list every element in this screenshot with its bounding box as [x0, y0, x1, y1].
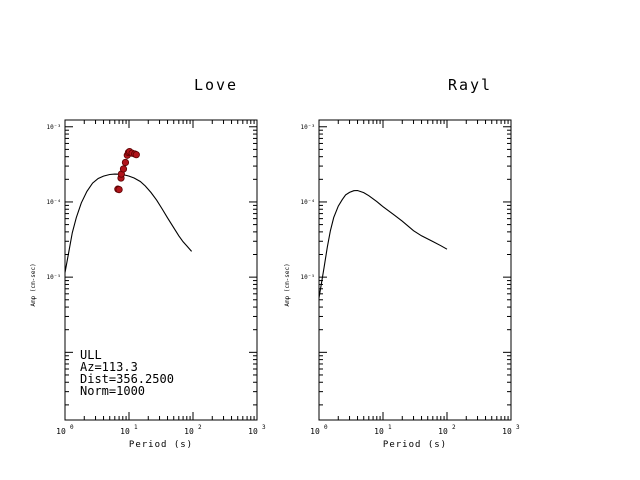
x-tick-label: 10: [374, 427, 384, 436]
y-tick-label: 10⁻⁵: [301, 274, 315, 281]
station-annotation: Norm=1000: [80, 384, 145, 398]
x-tick-label: 10: [184, 427, 194, 436]
x-tick-label: 10: [438, 427, 448, 436]
x-axis-label: Period (s): [383, 440, 447, 450]
data-point: [132, 151, 140, 159]
series-line: [64, 173, 193, 273]
x-tick-exponent: 1: [388, 424, 392, 431]
y-tick-label: 10⁻⁵: [47, 274, 61, 281]
x-tick-exponent: 2: [452, 424, 456, 431]
y-tick-label: 10⁻⁴: [301, 199, 315, 206]
y-tick-label: 10⁻⁴: [47, 199, 61, 206]
x-tick-label: 10: [502, 427, 512, 436]
x-tick-exponent: 3: [516, 424, 520, 431]
y-tick-label: 10⁻³: [47, 124, 61, 131]
x-tick-label: 10: [56, 427, 66, 436]
x-tick-label: 10: [248, 427, 258, 436]
x-tick-label: 10: [120, 427, 130, 436]
series-line: [318, 189, 448, 298]
x-tick-exponent: 0: [70, 424, 74, 431]
data-point: [119, 165, 128, 173]
x-tick-label: 10: [310, 427, 320, 436]
x-tick-exponent: 3: [262, 424, 266, 431]
data-point: [115, 185, 123, 194]
y-axis-label: Amp (cm-sec): [284, 263, 291, 306]
data-point: [121, 158, 130, 167]
love-panel: Love 10 0 10 1 10 2 10 3 10⁻³ 10⁻⁴ 10⁻⁵ Period (s) Am…: [30, 76, 266, 450]
panel-title: Rayl: [448, 76, 492, 94]
station-annotation: ULL: [80, 348, 102, 362]
x-tick-exponent: 0: [324, 424, 328, 431]
plot-frame: [318, 119, 512, 421]
x-tick-exponent: 2: [198, 424, 202, 431]
panel-title: Love: [194, 76, 238, 94]
y-axis-label: Amp (cm-sec): [30, 263, 37, 306]
station-annotation: Dist=356.2500: [80, 372, 174, 386]
station-annotation: Az=113.3: [80, 360, 138, 374]
x-axis-label: Period (s): [129, 440, 193, 450]
x-tick-exponent: 1: [134, 424, 138, 431]
y-tick-label: 10⁻³: [301, 124, 315, 131]
rayleigh-panel: Rayl 10 0 10 1 10 2 10 3 10⁻³ 10⁻⁴ 10⁻⁵ Period (s) Am…: [284, 76, 520, 450]
